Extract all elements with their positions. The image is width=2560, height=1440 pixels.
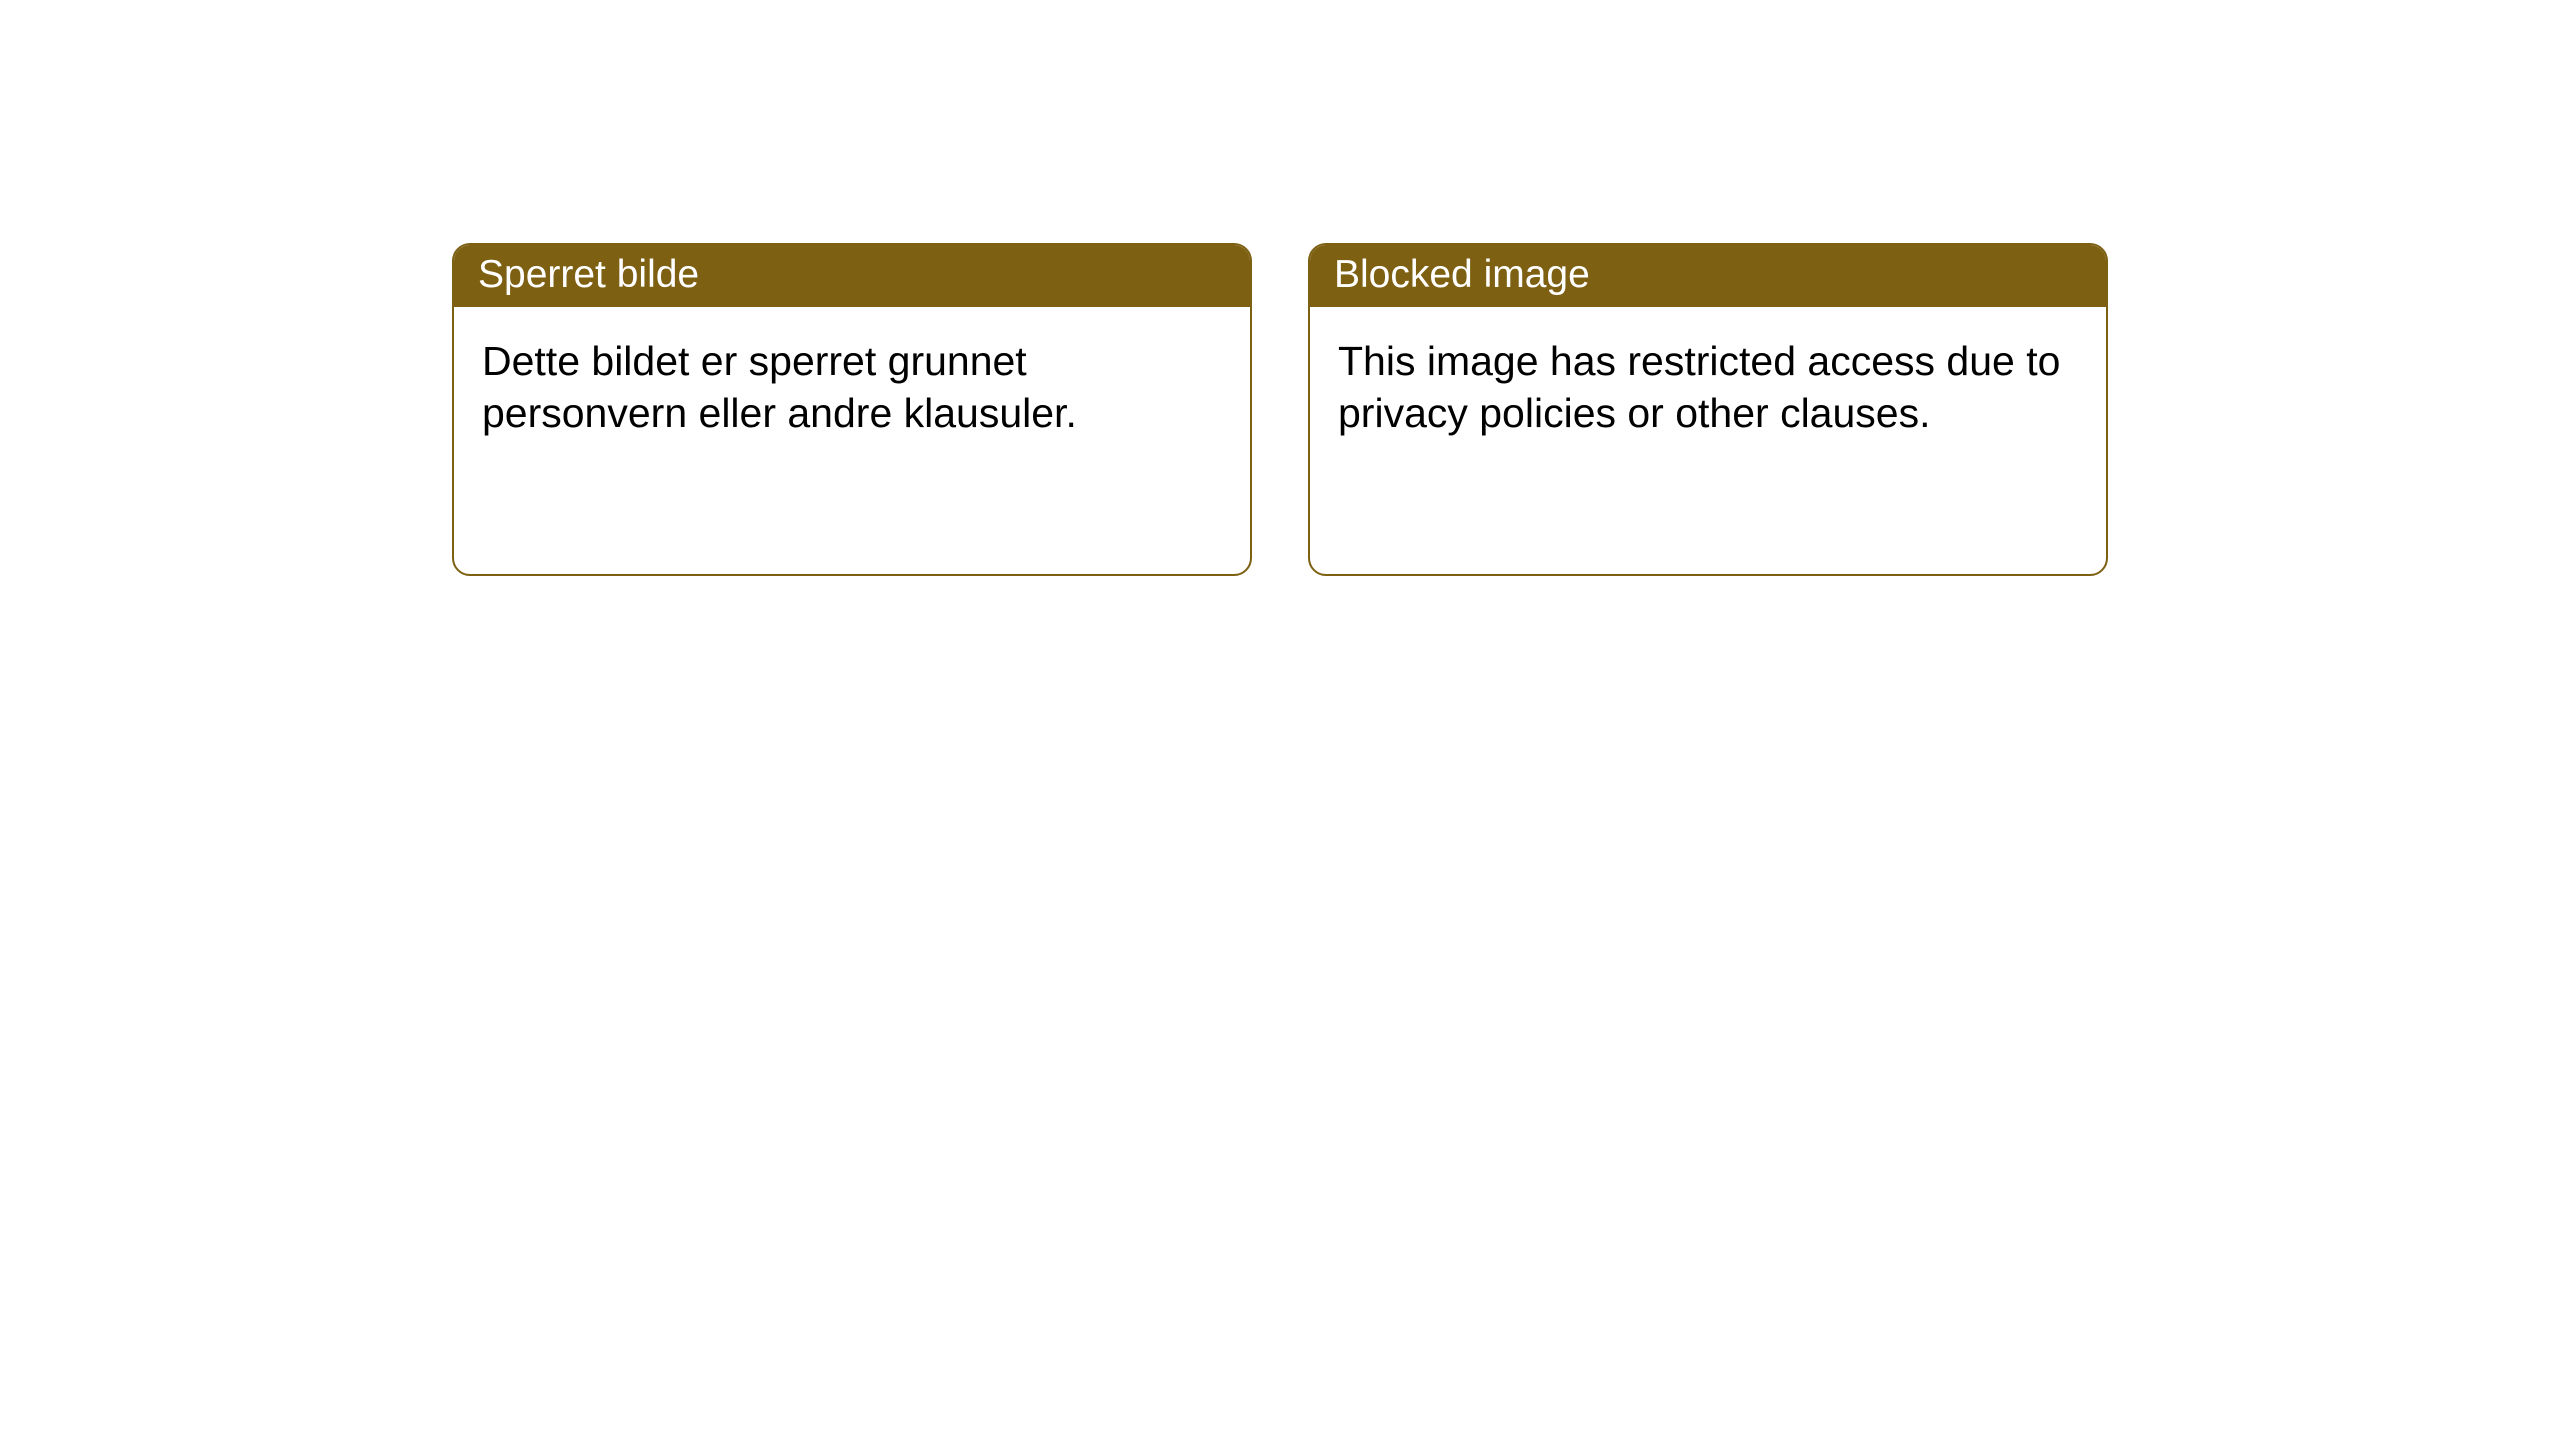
blocked-image-card-english: Blocked image This image has restricted … — [1308, 243, 2108, 576]
card-header: Sperret bilde — [454, 245, 1250, 307]
card-header: Blocked image — [1310, 245, 2106, 307]
card-container: Sperret bilde Dette bildet er sperret gr… — [452, 243, 2560, 576]
card-title: Sperret bilde — [478, 253, 699, 296]
card-body: This image has restricted access due to … — [1310, 307, 2106, 468]
card-body-text: This image has restricted access due to … — [1338, 338, 2060, 436]
blocked-image-card-norwegian: Sperret bilde Dette bildet er sperret gr… — [452, 243, 1252, 576]
card-body: Dette bildet er sperret grunnet personve… — [454, 307, 1250, 468]
card-title: Blocked image — [1334, 253, 1590, 296]
card-body-text: Dette bildet er sperret grunnet personve… — [482, 338, 1077, 436]
